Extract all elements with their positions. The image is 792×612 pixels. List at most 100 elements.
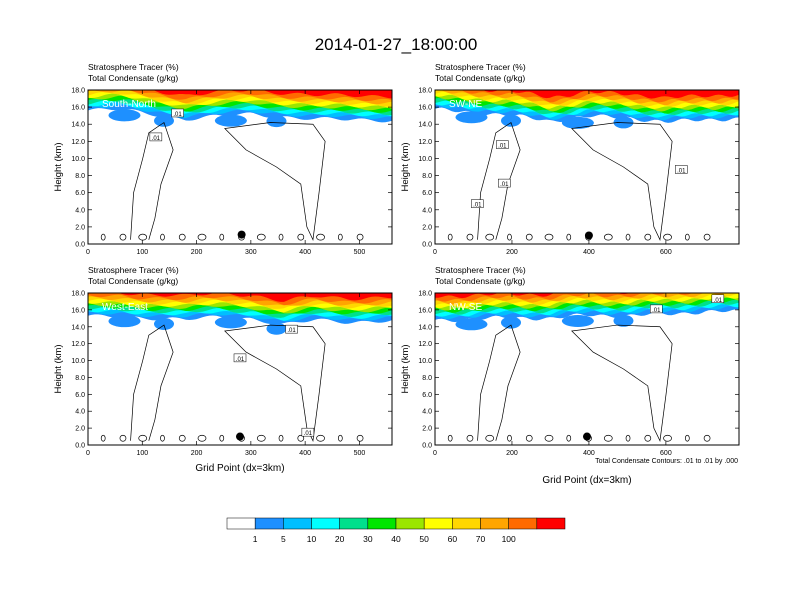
tracer-blob	[501, 114, 521, 127]
contour-line	[130, 324, 174, 441]
subtitle-line-1: Stratosphere Tracer (%)	[435, 62, 526, 72]
colorbar-tick-label: 100	[502, 534, 516, 544]
y-tick-label: 4.0	[422, 207, 432, 214]
figure-title: 2014-01-27_18:00:00	[315, 35, 478, 54]
x-tick-label: 200	[191, 249, 203, 256]
contour-label: .01	[473, 203, 482, 209]
contour-label-box	[285, 324, 298, 334]
contour-label: .01	[498, 144, 507, 150]
contour-line	[160, 233, 165, 241]
contour-line	[485, 233, 495, 241]
x-tick-label: 600	[660, 249, 672, 256]
contour-label: .01	[236, 357, 245, 363]
contour-line	[316, 233, 325, 241]
contour-label-box	[149, 132, 163, 142]
panel-west-east: .01 .01 .01 West-East Stratosphere Tracer (%…	[53, 265, 393, 474]
contour-label-box	[301, 427, 315, 437]
contour-line	[703, 434, 711, 442]
colorbar-swatch	[423, 517, 453, 530]
y-tick-label: 8.0	[75, 173, 85, 180]
colorbar-tick-label: 50	[419, 534, 429, 544]
location-marker	[584, 231, 593, 240]
tracer-blob	[501, 316, 521, 329]
contour-line	[544, 233, 554, 241]
x-tick-label: 600	[660, 450, 672, 457]
y-tick-label: 6.0	[422, 392, 432, 399]
condensate-contours	[100, 324, 364, 442]
condensate-contours	[100, 121, 364, 241]
contour-line	[447, 233, 453, 241]
y-tick-label: 12.0	[71, 139, 85, 146]
y-tick-label: 4.0	[75, 207, 85, 214]
tracer-blob	[266, 322, 287, 335]
y-tick-label: 14.0	[418, 122, 432, 129]
colorbar-tick-label: 40	[391, 534, 401, 544]
plot-frame	[87, 292, 393, 446]
x-tick-label: 400	[299, 450, 311, 457]
x-tick-label: 0	[86, 450, 90, 457]
contour-line	[603, 233, 613, 241]
y-tick-label: 12.0	[418, 139, 432, 146]
tracer-band-11	[435, 293, 739, 299]
y-tick-label: 4.0	[422, 409, 432, 416]
contour-line	[178, 434, 186, 442]
tracer-blob	[108, 315, 141, 328]
contour-line	[566, 233, 572, 241]
x-tick-label: 200	[506, 450, 518, 457]
colorbar-swatch	[536, 517, 566, 530]
contour-line	[485, 434, 495, 442]
x-tick-label: 100	[136, 450, 148, 457]
subtitle-line-2: Total Condensate (g/kg)	[88, 73, 178, 83]
y-tick-label: 18.0	[418, 291, 432, 298]
contour-line	[278, 434, 284, 442]
x-tick-label: 400	[583, 450, 595, 457]
contour-line	[297, 233, 305, 241]
colorbar-swatch	[508, 517, 538, 530]
y-tick-label: 16.0	[71, 105, 85, 112]
y-tick-label: 8.0	[75, 375, 85, 382]
y-tick-label: 16.0	[418, 307, 432, 314]
contour-label-box	[233, 353, 247, 363]
y-tick-label: 8.0	[422, 375, 432, 382]
subtitle-line-1: Stratosphere Tracer (%)	[435, 265, 526, 275]
colorbar-swatch	[254, 517, 284, 530]
colorbar-tick-label: 10	[307, 534, 317, 544]
y-tick-label: 0.0	[75, 443, 85, 450]
panel-label: West-East	[102, 302, 148, 313]
contour-label: .01	[714, 298, 723, 304]
tracer-field	[88, 293, 392, 335]
x-tick-label: 100	[136, 249, 148, 256]
y-tick-label: 0.0	[75, 242, 85, 249]
contour-line	[571, 122, 673, 241]
contour-label: .01	[500, 182, 509, 188]
location-marker	[583, 432, 591, 441]
tracer-band-11	[88, 293, 392, 302]
contour-label-box	[496, 140, 509, 149]
contour-line	[197, 233, 207, 241]
contour-line	[703, 233, 711, 241]
x-tick-label: 400	[299, 249, 311, 256]
contour-line	[684, 233, 690, 241]
contour-label: .01	[287, 328, 296, 334]
x-tick-label: 200	[191, 450, 203, 457]
y-tick-label: 14.0	[71, 324, 85, 331]
contour-line	[507, 434, 512, 442]
y-tick-label: 10.0	[71, 358, 85, 365]
contour-line	[138, 233, 148, 241]
contour-line	[297, 434, 305, 442]
contour-label-box	[498, 178, 511, 188]
x-tick-label: 300	[245, 249, 257, 256]
x-tick-label: 200	[506, 249, 518, 256]
tracer-blob	[455, 111, 488, 124]
y-tick-label: 2.0	[75, 224, 85, 231]
contour-line	[684, 434, 690, 442]
contour-line	[219, 233, 225, 241]
contour-line	[278, 233, 284, 241]
contour-line	[525, 434, 533, 442]
y-tick-label: 2.0	[422, 224, 432, 231]
subtitle-line-1: Stratosphere Tracer (%)	[88, 62, 179, 72]
contour-line	[119, 233, 127, 241]
y-axis-label: Height (km)	[53, 142, 64, 191]
